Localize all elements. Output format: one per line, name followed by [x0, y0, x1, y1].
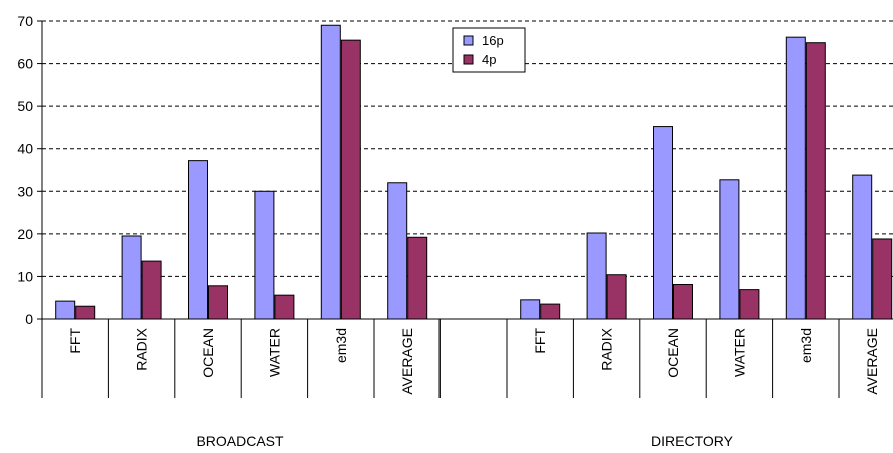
bar-16p-directory-ocean [653, 126, 673, 320]
bar-4p-broadcast-em3d [340, 39, 361, 320]
bar-16p-directory-radix [586, 232, 607, 320]
legend: 16p 4p [452, 27, 526, 73]
bar-4p-directory-fft [540, 303, 561, 320]
legend-box [452, 27, 526, 73]
group-label: BROADCAST [196, 433, 284, 449]
y-tick-label: 60 [17, 56, 33, 72]
axes: 0 10 20 30 40 50 60 70 FFT RADIX OCEAN WATER em3d AVE… [17, 13, 893, 449]
category-label: RADIX [599, 327, 615, 370]
bar-16p-directory-water [719, 179, 740, 320]
y-tick-label: 70 [17, 13, 33, 29]
category-label: RADIX [134, 327, 150, 370]
bar-16p-broadcast-water [254, 190, 275, 320]
y-tick-label: 50 [17, 98, 33, 114]
bar-4p-broadcast-ocean [208, 285, 228, 320]
gridlines [42, 20, 893, 277]
bar-16p-directory-average [852, 174, 873, 320]
y-tick-label: 10 [17, 268, 33, 284]
legend-swatch-16p [463, 35, 474, 46]
group-label: DIRECTORY [651, 433, 734, 449]
bar-16p-broadcast-radix [121, 235, 142, 320]
category-label: OCEAN [665, 328, 681, 378]
bar-4p-broadcast-average [407, 236, 428, 320]
y-tick-label: 30 [17, 183, 33, 199]
y-tick-label: 0 [25, 311, 33, 327]
category-label: WATER [266, 328, 282, 377]
category-label: FFT [532, 328, 548, 354]
category-label: em3d [798, 328, 814, 363]
legend-swatch-4p [463, 54, 474, 65]
bar-4p-directory-average [872, 238, 893, 320]
bar-4p-directory-radix [606, 274, 627, 320]
category-label: em3d [333, 328, 349, 363]
bar-4p-directory-ocean [673, 284, 693, 320]
category-label: OCEAN [200, 328, 216, 378]
bar-16p-directory-fft [520, 299, 541, 320]
bar-16p-directory-em3d [785, 36, 806, 320]
category-label: FFT [67, 328, 83, 354]
bar-16p-broadcast-average [387, 182, 408, 320]
legend-label-16p: 16p [482, 33, 504, 48]
category-label: WATER [731, 328, 747, 377]
category-label: AVERAGE [399, 328, 415, 395]
legend-label-4p: 4p [482, 52, 496, 67]
bar-16p-broadcast-fft [55, 300, 76, 320]
bar-16p-broadcast-em3d [320, 24, 341, 320]
bars [55, 24, 893, 320]
bar-4p-broadcast-water [274, 294, 295, 320]
bar-4p-directory-em3d [805, 42, 826, 320]
bar-4p-broadcast-radix [141, 260, 162, 320]
bar-16p-broadcast-ocean [188, 160, 208, 320]
category-label: AVERAGE [864, 328, 880, 395]
y-tick-label: 40 [17, 141, 33, 157]
y-tick-label: 20 [17, 226, 33, 242]
bar-4p-directory-water [739, 289, 760, 320]
bar-4p-broadcast-fft [75, 305, 96, 320]
